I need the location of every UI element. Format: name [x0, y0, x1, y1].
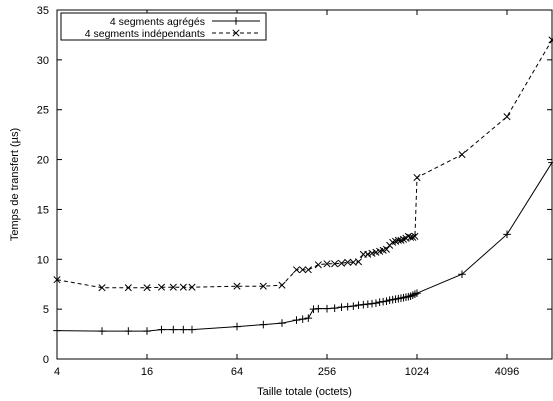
data-point	[278, 281, 286, 289]
legend-box	[60, 12, 267, 41]
data-point	[411, 290, 419, 298]
series-line	[56, 162, 553, 332]
legend-label: 4 segments agrégés	[110, 16, 205, 28]
data-point	[397, 236, 405, 244]
data-point	[124, 284, 132, 292]
data-point	[399, 235, 408, 243]
data-point	[413, 173, 421, 182]
y-tick-label: 0	[43, 354, 49, 366]
data-point	[53, 326, 61, 335]
axes: 0 5 10 15 20 25 30 35 4 16 64 256 1024 4096 Taille tot…	[9, 5, 553, 398]
x-tick-label: 16	[141, 366, 153, 378]
data-point	[409, 233, 417, 241]
series-layer	[53, 36, 553, 335]
x-tick-label: 4	[54, 366, 60, 378]
y-tick-label: 10	[37, 254, 49, 266]
data-point	[188, 283, 196, 291]
data-point	[458, 151, 466, 159]
data-point	[548, 36, 553, 44]
x-tick-label: 4096	[495, 366, 519, 378]
data-point	[188, 325, 196, 334]
data-point	[179, 283, 187, 291]
data-point	[323, 260, 331, 268]
legend-marker	[232, 17, 240, 25]
y-tick-label: 5	[43, 304, 49, 316]
data-point	[330, 304, 339, 312]
y-tick-label: 15	[37, 204, 49, 216]
data-point	[124, 327, 133, 335]
data-point	[331, 260, 339, 268]
data-point	[382, 245, 391, 253]
data-point	[259, 320, 268, 329]
data-point	[404, 232, 412, 240]
data-point	[98, 284, 106, 292]
data-point	[233, 322, 241, 331]
data-point	[292, 316, 301, 324]
data-point	[314, 304, 323, 313]
data-point	[169, 325, 178, 334]
data-point	[157, 283, 166, 291]
data-point	[143, 327, 151, 335]
data-point	[259, 282, 267, 290]
data-point	[314, 261, 322, 269]
data-point	[179, 325, 188, 334]
data-point	[53, 276, 61, 284]
x-tick-label: 1024	[405, 366, 429, 378]
data-point	[411, 232, 419, 240]
data-point	[372, 299, 380, 307]
x-tick-label: 64	[231, 366, 243, 378]
data-point	[98, 327, 106, 335]
y-axis-label: Temps de transfert (µs)	[9, 128, 21, 241]
series-1	[53, 36, 553, 292]
data-point	[503, 230, 511, 239]
data-point	[458, 270, 466, 279]
data-point	[169, 283, 177, 291]
data-point	[349, 302, 358, 310]
data-point	[233, 282, 241, 290]
data-point	[304, 314, 313, 322]
x-axis-label: Taille totale (octets)	[257, 386, 352, 398]
legend-label: 4 segments indépendants	[85, 28, 205, 40]
y-tick-label: 20	[37, 155, 49, 167]
data-point	[548, 158, 553, 167]
data-point	[292, 266, 301, 274]
data-point	[323, 304, 331, 313]
series-0	[53, 158, 553, 335]
data-point	[382, 297, 391, 305]
legend-marker	[232, 29, 240, 37]
data-point	[278, 319, 286, 327]
plot-frame	[56, 9, 553, 360]
y-tick-label: 30	[37, 55, 49, 67]
data-point	[413, 289, 421, 297]
data-point	[364, 250, 372, 258]
data-point	[337, 259, 346, 267]
y-tick-label: 25	[37, 105, 49, 117]
data-point	[354, 258, 363, 266]
data-point	[157, 325, 166, 334]
data-point	[503, 113, 511, 121]
data-point	[299, 266, 307, 274]
data-point	[143, 284, 151, 292]
data-point	[304, 266, 312, 274]
data-point	[298, 315, 307, 323]
x-tick-label: 256	[318, 366, 336, 378]
y-tick-label: 35	[37, 5, 49, 17]
series-line	[56, 39, 553, 289]
data-point	[407, 233, 415, 241]
data-point	[344, 258, 352, 266]
